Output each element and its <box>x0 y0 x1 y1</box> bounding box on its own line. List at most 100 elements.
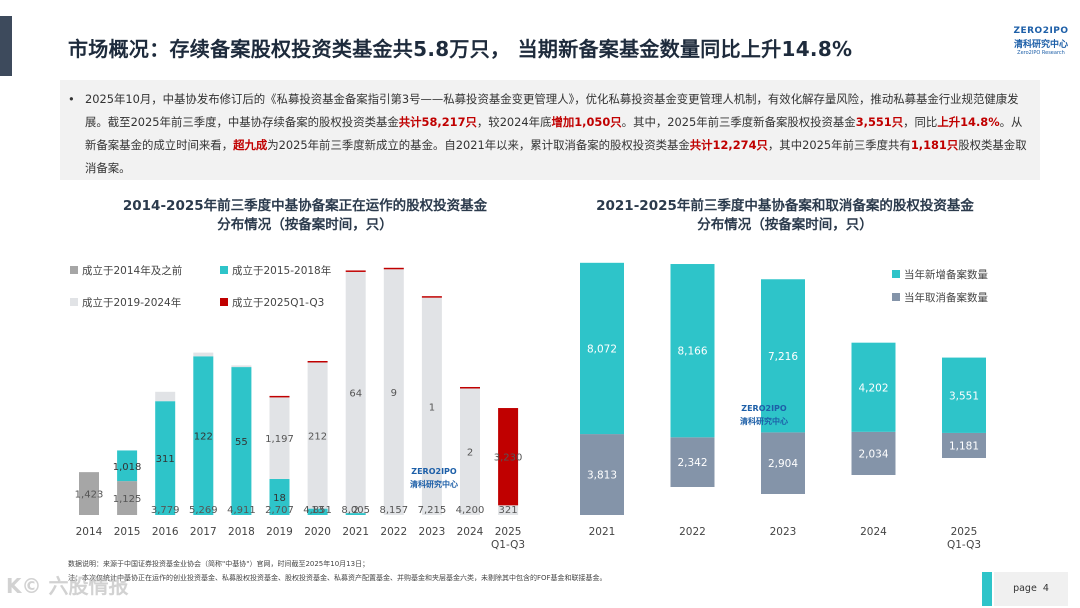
footer-note: 注：本次仅统计中基协正在运作的创业投资基金、私募股权投资基金、股权投资基金、私募… <box>68 574 607 582</box>
summary-text: 2025年10月，中基协发布修订后的《私募投资基金备案指引第3号——私募投资基金… <box>85 88 1028 180</box>
left-legend-label: 成立于2025Q1-Q3 <box>232 296 324 309</box>
right-legend-label: 当年新增备案数量 <box>904 268 988 281</box>
summary-segment: 。其中，2025年前三季度新备案股权投资基金 <box>621 115 856 129</box>
chart-logo-cn-text: 清科研究中心 <box>740 416 788 426</box>
left-bar-label: 122 <box>194 432 213 443</box>
left-x-tick: Q1-Q3 <box>491 539 525 551</box>
chart-logo-text: ZERO2IPO <box>411 467 457 476</box>
right-bar-new-2 <box>761 279 805 433</box>
page-title: 市场概况：存续备案股权投资类基金共5.8万只， 当期新备案基金数量同比上升14.… <box>68 37 853 61</box>
chart-logo-text: ZERO2IPO <box>741 404 787 413</box>
summary-segment: ，同比 <box>903 115 938 129</box>
zero2ipo-logo: ZERO2IPO 清科研究中心 Zero2IPO Research <box>1012 26 1070 62</box>
left-bar-label: 1,197 <box>265 434 294 445</box>
summary-highlight: 增加1,050只 <box>551 115 622 129</box>
right-label-new: 7,216 <box>768 351 798 363</box>
left-bar-2-4 <box>231 365 252 368</box>
left-bar-3-10 <box>460 386 480 389</box>
summary-segment: ，较2024年底 <box>476 115 552 129</box>
right-label-new: 4,202 <box>858 382 888 394</box>
left-x-tick: 2018 <box>228 526 255 538</box>
left-bar-label: 3,779 <box>151 505 180 516</box>
left-x-tick: 2017 <box>190 526 217 538</box>
right-label-new: 8,166 <box>677 346 707 358</box>
left-legend-swatch <box>70 266 78 274</box>
summary-bullet: • <box>68 92 75 106</box>
left-bar-3-9 <box>421 296 442 298</box>
left-bar-3-6 <box>307 360 328 363</box>
left-x-tick: 2020 <box>304 526 331 538</box>
right-bar-new-4 <box>942 357 986 433</box>
right-legend-label: 当年取消备案数量 <box>904 291 988 304</box>
left-legend-swatch <box>70 298 78 306</box>
left-bar-label: 7,215 <box>418 505 447 516</box>
summary-highlight: 超九成 <box>233 138 268 152</box>
summary-highlight: 上升14.8% <box>937 115 1000 129</box>
left-bar-label: 321 <box>499 505 518 516</box>
left-x-tick: 2015 <box>114 526 141 538</box>
left-bar-label: 1,125 <box>113 494 142 505</box>
left-bar-label: 4,911 <box>227 505 256 516</box>
left-bar-2-11 <box>498 505 519 515</box>
page-number: page 4 <box>994 572 1068 606</box>
left-legend-swatch <box>220 298 228 306</box>
page-accent <box>982 572 992 606</box>
summary-segment: ，其中2025年前三季度共有 <box>767 138 911 152</box>
left-x-tick: 2022 <box>380 526 407 538</box>
right-label-new: 8,072 <box>587 343 617 355</box>
left-legend-swatch <box>220 266 228 274</box>
left-x-tick: 2019 <box>266 526 293 538</box>
summary-highlight: 1,181只 <box>910 138 959 152</box>
left-x-tick: 2021 <box>342 526 369 538</box>
left-bar-label: 13 <box>311 505 324 516</box>
left-bar-label: 2,707 <box>265 505 294 516</box>
logo-text: ZERO2IPO <box>1013 26 1069 36</box>
right-label-cancel: 2,034 <box>858 448 888 460</box>
left-bar-3-11 <box>498 408 519 506</box>
left-bar-label: 1,423 <box>75 490 104 501</box>
logo-en-text: Zero2IPO Research <box>1017 50 1065 56</box>
left-bar-label: 1,018 <box>113 462 142 473</box>
right-x-tick: Q1-Q3 <box>947 539 981 551</box>
summary-segment: 为2025年前三季度新成立的基金。自2021年以来，累计取消备案的股权投资类基金 <box>267 138 690 152</box>
left-x-tick: 2024 <box>457 526 484 538</box>
right-bar-cancel-2 <box>761 432 805 494</box>
left-bar-2-5 <box>269 397 290 479</box>
left-bar-2-3 <box>193 352 214 357</box>
summary-highlight: 3,551只 <box>855 115 904 129</box>
summary-highlight: 共计12,274只 <box>689 138 768 152</box>
left-bar-2-2 <box>155 391 176 402</box>
right-chart-title-line1: 2021-2025年前三季度中基协备案和取消备案的股权投资基金 <box>596 198 974 214</box>
chart-logo-cn-text: 清科研究中心 <box>410 479 458 489</box>
left-bar-label: 4,851 <box>303 505 332 516</box>
page-indicator: page 4 <box>982 572 1068 606</box>
right-bar-cancel-0 <box>580 434 624 515</box>
right-label-cancel: 1,181 <box>949 440 979 452</box>
summary-highlight: 共计58,217只 <box>398 115 477 129</box>
left-bar-1-4 <box>231 367 252 515</box>
left-bar-2-8 <box>383 269 404 515</box>
left-bar-1-2 <box>155 401 176 515</box>
left-x-tick: 2014 <box>76 526 103 538</box>
right-label-cancel: 2,904 <box>768 458 798 470</box>
right-x-tick: 2024 <box>860 526 887 538</box>
left-chart-title-line2: 分布情况（按备案时间，只） <box>217 217 393 233</box>
left-legend-label: 成立于2019-2024年 <box>82 296 181 309</box>
left-bar-3-8 <box>383 267 404 270</box>
left-bar-2-7 <box>345 271 366 514</box>
left-legend-label: 成立于2014年及之前 <box>82 264 182 277</box>
left-bar-2-10 <box>460 388 480 515</box>
left-bar-label: 9 <box>391 388 397 399</box>
right-bar-cancel-3 <box>851 431 896 475</box>
title-accent-bar <box>0 16 12 76</box>
left-bar-label: 3,230 <box>494 453 523 464</box>
summary-segment: 。从新备案基金的成立时间来看， <box>85 115 1023 152</box>
left-bar-1-6 <box>307 508 328 515</box>
right-chart-title-line2: 分布情况（按备案时间，只） <box>697 217 873 233</box>
left-bar-label: 311 <box>156 454 175 465</box>
right-bar-cancel-1 <box>670 437 715 487</box>
left-legend-label: 成立于2015-2018年 <box>232 264 331 277</box>
right-x-tick: 2022 <box>679 526 706 538</box>
summary-segment: 股权类基金取消备案。 <box>85 138 1027 175</box>
right-bar-new-0 <box>580 262 624 435</box>
